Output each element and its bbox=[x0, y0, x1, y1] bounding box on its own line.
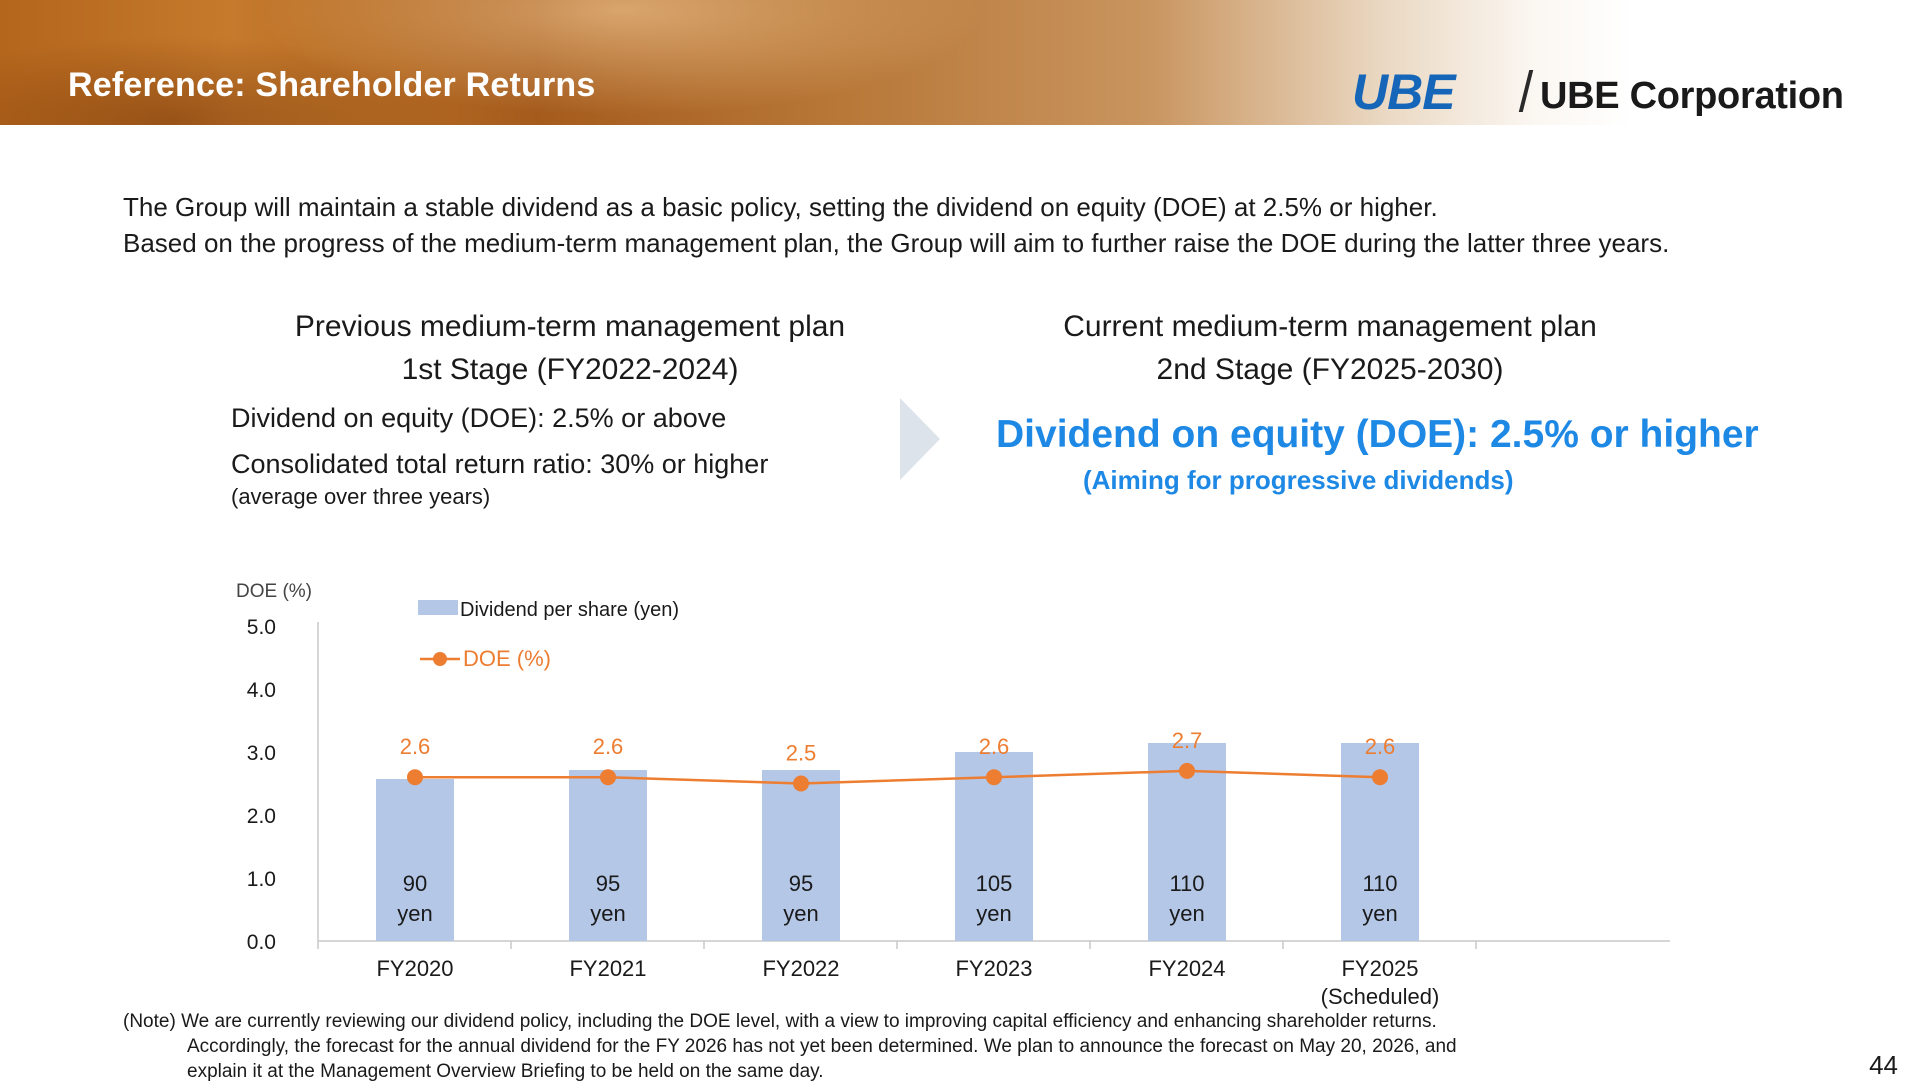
x-tick-label: FY2022 bbox=[762, 956, 839, 981]
bar-value-label: 90 bbox=[403, 871, 427, 896]
footnote-line-1: (Note) We are currently reviewing our di… bbox=[123, 1011, 1437, 1032]
dividend-bar bbox=[376, 779, 454, 941]
doe-point bbox=[1179, 762, 1195, 779]
current-plan-stage: 2nd Stage (FY2025-2030) bbox=[1156, 353, 1504, 386]
policy-intro: The Group will maintain a stable dividen… bbox=[123, 189, 1669, 261]
previous-plan-doe: Dividend on equity (DOE): 2.5% or above bbox=[231, 403, 727, 433]
y-tick-label: 5.0 bbox=[247, 616, 276, 639]
y-tick-label: 4.0 bbox=[247, 679, 276, 702]
doe-line bbox=[415, 769, 1381, 785]
previous-plan-return-ratio: Consolidated total return ratio: 30% or … bbox=[231, 449, 769, 479]
bar-value-label: 95 bbox=[789, 871, 813, 896]
x-tick-label: FY2020 bbox=[376, 956, 453, 981]
doe-point bbox=[986, 769, 1002, 786]
bar-value-label: 110 bbox=[1169, 871, 1204, 896]
legend-label-dividend: Dividend per share (yen) bbox=[460, 599, 679, 621]
doe-point bbox=[600, 769, 616, 786]
doe-point bbox=[1372, 769, 1388, 786]
doe-point bbox=[793, 775, 809, 792]
bar-value-label: yen bbox=[783, 901, 818, 926]
previous-plan-stage: 1st Stage (FY2022-2024) bbox=[401, 353, 739, 386]
doe-value-label: 2.7 bbox=[1172, 728, 1203, 753]
doe-value-label: 2.6 bbox=[400, 734, 431, 759]
page-number: 44 bbox=[1869, 1050, 1898, 1080]
company-name: UBE Corporation bbox=[1540, 75, 1844, 117]
bar-value-label: 95 bbox=[596, 871, 620, 896]
previous-plan-title: Previous medium-term management plan bbox=[294, 310, 846, 343]
doe-value-label: 2.6 bbox=[1365, 734, 1396, 759]
current-plan-heading: Current medium-term management plan 2nd … bbox=[1020, 305, 1640, 391]
previous-plan-heading: Previous medium-term management plan 1st… bbox=[260, 305, 880, 391]
x-tick-label: FY2021 bbox=[569, 956, 646, 981]
doe-point bbox=[407, 769, 423, 786]
current-plan-doe: Dividend on equity (DOE): 2.5% or higher bbox=[996, 413, 1759, 456]
y-axis-title: DOE (%) bbox=[236, 581, 312, 602]
x-tick-label: FY2023 bbox=[955, 956, 1032, 981]
bar-value-label: 110 bbox=[1362, 871, 1397, 896]
x-tick-label: FY2024 bbox=[1148, 956, 1225, 981]
y-tick-label: 1.0 bbox=[247, 868, 276, 891]
previous-plan-note: (average over three years) bbox=[231, 484, 491, 509]
footnote-line-2: Accordingly, the forecast for the annual… bbox=[187, 1036, 1457, 1057]
page-title: Reference: Shareholder Returns bbox=[68, 66, 596, 104]
x-tick-label: FY2025 bbox=[1341, 956, 1418, 981]
ube-logo-mark: UBE bbox=[1352, 64, 1456, 120]
footnote-line-3: explain it at the Management Overview Br… bbox=[187, 1061, 824, 1082]
bar-value-label: yen bbox=[590, 901, 625, 926]
doe-value-label: 2.6 bbox=[593, 734, 624, 759]
company-logo: UBE UBE Corporation bbox=[1352, 64, 1872, 120]
legend-swatch-dividend bbox=[418, 600, 458, 615]
current-plan-title: Current medium-term management plan bbox=[1063, 310, 1597, 343]
current-plan-note: (Aiming for progressive dividends) bbox=[1083, 465, 1514, 495]
legend-swatch-doe-marker bbox=[433, 652, 447, 666]
doe-value-label: 2.6 bbox=[979, 734, 1010, 759]
legend-label-doe: DOE (%) bbox=[463, 646, 551, 671]
doe-value-label: 2.5 bbox=[786, 741, 817, 766]
header-band: Reference: Shareholder Returns UBE UBE C… bbox=[0, 0, 1920, 125]
dividend-bar bbox=[569, 770, 647, 941]
y-tick-label: 2.0 bbox=[247, 805, 276, 828]
bar-value-label: yen bbox=[1169, 901, 1204, 926]
dividend-bar bbox=[762, 770, 840, 941]
bar-value-label: 105 bbox=[976, 871, 1013, 896]
dividend-doe-chart: 0.0 1.0 2.0 3.0 4.0 5.0 DOE (%) 90 yen 95 yen 95 yen… bbox=[236, 581, 1670, 1009]
intro-line-1: The Group will maintain a stable dividen… bbox=[123, 192, 1438, 222]
y-tick-label: 0.0 bbox=[247, 931, 276, 954]
y-tick-label: 3.0 bbox=[247, 742, 276, 765]
footnote: (Note) We are currently reviewing our di… bbox=[123, 1009, 1457, 1084]
bar-value-label: yen bbox=[397, 901, 432, 926]
intro-line-2: Based on the progress of the medium-term… bbox=[123, 228, 1670, 258]
bar-value-label: yen bbox=[976, 901, 1011, 926]
x-tick-label: (Scheduled) bbox=[1321, 984, 1440, 1009]
bar-value-label: yen bbox=[1362, 901, 1397, 926]
